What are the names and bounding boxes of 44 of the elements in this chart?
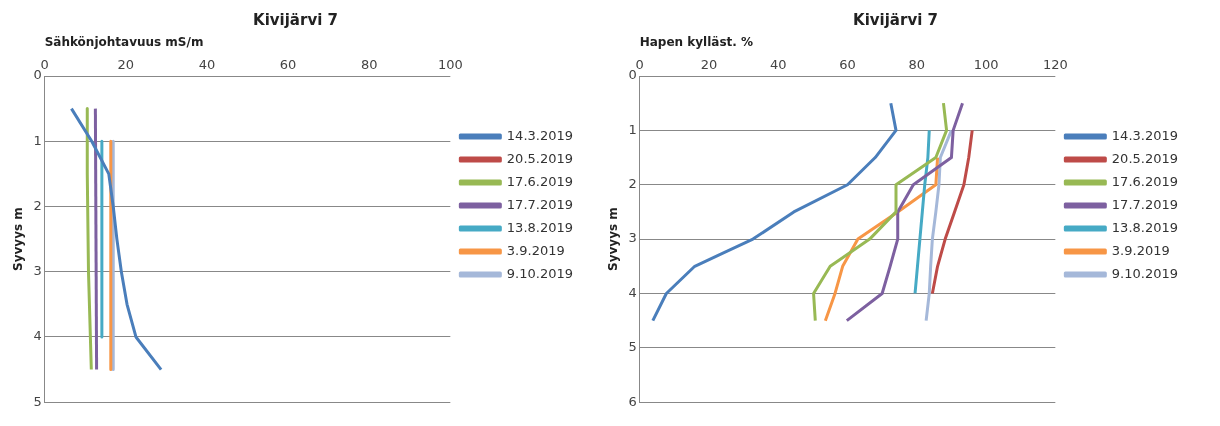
x-tick-label: 40: [769, 56, 787, 72]
legend-label: 20.5.2019: [506, 150, 574, 166]
x-tick-label: 100: [973, 56, 999, 72]
legend-label: 14.3.2019: [506, 127, 574, 143]
legend-label: 14.3.2019: [1111, 127, 1179, 143]
legend-label: 3.9.2019: [1111, 242, 1170, 258]
y-tick-label: 4: [33, 328, 42, 344]
legend-label: 17.7.2019: [1111, 196, 1179, 212]
y-tick-label: 6: [628, 393, 637, 409]
y-tick-label: 0: [33, 67, 42, 83]
x-axis-title: Hapen kylläst. %: [639, 35, 754, 50]
x-tick-label: 20: [117, 56, 135, 72]
legend-label: 20.5.2019: [1111, 150, 1179, 166]
y-tick-label: 5: [33, 393, 42, 409]
x-tick-label: 120: [1042, 56, 1068, 72]
chart-title: Kivijärvi 7: [853, 10, 938, 29]
y-tick-label: 2: [628, 176, 637, 192]
legend-label: 17.7.2019: [506, 196, 574, 212]
y-tick-label: 0: [628, 67, 637, 83]
y-tick-label: 1: [33, 132, 42, 148]
legend-label: 13.8.2019: [1111, 219, 1179, 235]
y-tick-label: 5: [628, 339, 637, 355]
legend-label: 17.6.2019: [506, 173, 574, 189]
x-tick-label: 60: [839, 56, 856, 72]
y-tick-label: 2: [33, 197, 42, 213]
y-axis-title: Syvyys m: [606, 207, 621, 271]
y-tick-label: 1: [628, 121, 637, 137]
legend-label: 9.10.2019: [1111, 265, 1179, 281]
y-tick-label: 3: [33, 263, 42, 279]
chart-title: Kivijärvi 7: [253, 10, 338, 29]
y-tick-label: 3: [628, 230, 637, 246]
x-tick-label: 60: [279, 56, 297, 72]
legend-label: 3.9.2019: [506, 242, 565, 258]
x-tick-label: 40: [198, 56, 216, 72]
x-tick-label: 80: [360, 56, 378, 72]
x-axis-title: Sähkönjohtavuus mS/m: [44, 35, 204, 50]
y-tick-label: 4: [628, 284, 637, 300]
x-tick-label: 80: [908, 56, 926, 72]
legend-label: 17.6.2019: [1111, 173, 1179, 189]
legend-label: 9.10.2019: [506, 265, 574, 281]
x-tick-label: 20: [700, 56, 718, 72]
legend-label: 13.8.2019: [506, 219, 574, 235]
y-axis-title: Syvyys m: [11, 207, 26, 271]
x-tick-label: 100: [437, 56, 463, 72]
